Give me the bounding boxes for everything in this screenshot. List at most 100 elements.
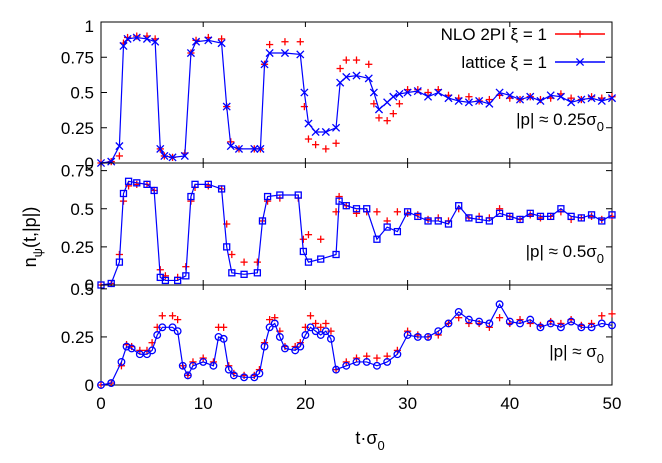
data-point [546,319,555,328]
x-tick-label: 40 [500,394,519,413]
data-point [270,319,279,328]
data-point [608,211,616,219]
y-tick-label: 1 [85,17,94,36]
data-point [362,357,371,366]
data-point [506,212,514,221]
data-point [228,269,236,277]
data-point [168,312,177,320]
data-point [124,177,133,185]
data-point [133,179,141,187]
data-point [375,114,383,122]
data-point [495,88,504,97]
series-line [100,303,613,386]
data-point [265,48,274,58]
data-point [567,94,575,102]
data-point [281,38,289,46]
data-point [414,86,422,94]
data-point [115,152,123,160]
data-point [228,250,236,259]
data-point [275,332,284,341]
data-point [587,93,596,101]
data-point [174,316,182,324]
data-point [168,323,177,332]
data-point [577,214,585,222]
data-point [516,215,524,224]
y-tick-label: 0.25 [61,238,94,257]
data-point [403,331,412,339]
data-point [364,74,373,83]
data-point [132,33,141,42]
data-point [597,96,606,106]
data-point [403,88,412,97]
legend-marker [575,57,585,67]
data-point [536,96,545,106]
x-tick-label: 20 [296,394,315,413]
panel-label: |p| ≈ 0.25σ0 [516,110,604,134]
data-point [393,227,402,236]
data-point [255,369,264,378]
data-point [151,37,160,46]
data-point [168,153,177,162]
data-point [587,211,596,219]
data-point [294,191,302,199]
data-point [304,231,313,239]
data-point [143,180,151,189]
legend-key-nlo [555,30,605,38]
data-point [161,276,170,285]
panel-label: |p| ≈ σ0 [549,342,604,366]
series-nlo-2pi [97,310,616,389]
data-point [336,64,344,73]
data-point [556,92,565,101]
y-tick-label: 0.5 [70,200,94,219]
data-point [342,72,351,82]
data-point [423,92,433,101]
data-point [183,371,192,380]
data-point [142,34,152,43]
data-point [209,361,218,370]
data-point [253,258,261,266]
data-point [485,95,493,104]
series-line [100,180,613,286]
data-point [363,205,371,213]
panel-2: 0 0.25 0.5 0.75 |p| ≈ 0.5σ0 [61,162,616,295]
data-point [253,269,262,277]
data-point [214,332,223,341]
data-point [317,323,325,331]
data-point [464,98,473,107]
data-point [224,365,233,374]
chart-panels: 0 0.25 0.5 0.75 1 |p| ≈ 0.25σ0 0 0.25 0.5 0.75 |p|… [61,17,617,395]
data-point [455,202,463,210]
data-point [304,119,313,128]
data-point [199,357,208,366]
legend-key-lattice [555,57,605,67]
data-point [156,144,165,153]
x-tick-label: 30 [398,394,417,413]
data-point [395,100,404,108]
data-point [317,235,325,243]
data-point [413,87,422,96]
data-point [312,319,320,328]
data-point [240,373,249,382]
data-point [434,88,443,97]
data-point [373,208,381,216]
data-point [291,346,300,355]
data-point [220,323,228,331]
data-point [107,157,116,166]
data-point [321,127,330,137]
data-point [598,312,606,320]
data-point [597,319,606,328]
data-point [316,331,325,339]
data-point [495,300,504,309]
data-point [577,95,586,104]
legend-label-nlo: NLO 2PI ξ = 1 [441,25,547,44]
data-point [424,88,432,97]
data-point [495,209,504,217]
data-point [117,357,126,366]
data-point [187,192,195,201]
data-point [204,36,213,45]
data-point [444,220,453,228]
data-point [607,94,617,103]
data-point [373,235,381,243]
data-point [317,255,325,263]
data-point [260,60,269,69]
